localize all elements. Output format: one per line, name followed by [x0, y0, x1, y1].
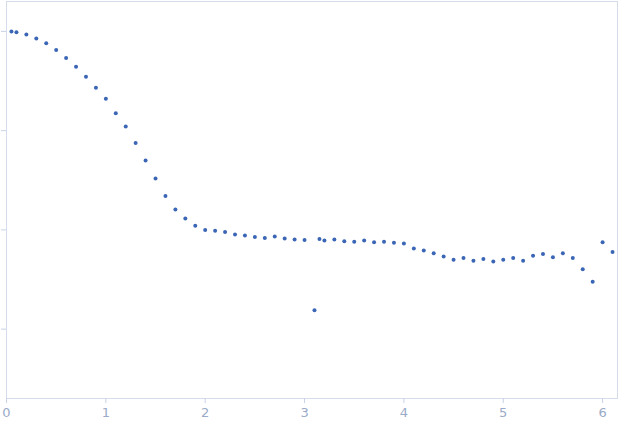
svg-text:5: 5 [499, 405, 507, 420]
svg-text:1: 1 [102, 405, 110, 420]
svg-text:2: 2 [201, 405, 209, 420]
svg-text:3: 3 [300, 405, 308, 420]
svg-text:4: 4 [400, 405, 408, 420]
svg-text:0: 0 [2, 405, 10, 420]
svg-text:6: 6 [598, 405, 606, 420]
